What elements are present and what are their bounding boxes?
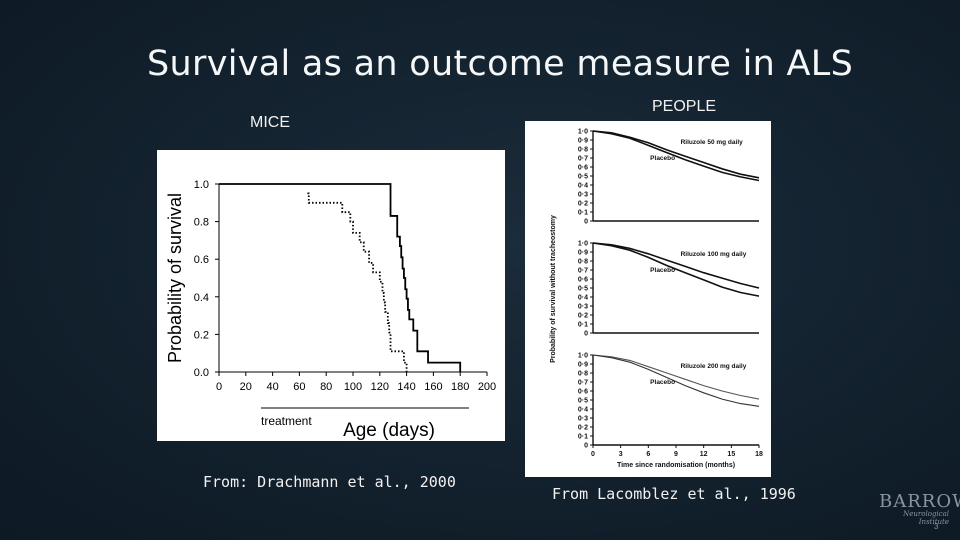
x-tick-label: 3 (619, 451, 623, 458)
series-label: Placebo (650, 155, 675, 162)
y-tick-label: 0.2 (194, 329, 209, 341)
y-axis-label: Probability of survival (165, 193, 185, 363)
y-tick-label: 0·1 (578, 434, 588, 441)
y-tick-label: 0·5 (578, 174, 588, 181)
x-tick-label: 140 (397, 381, 415, 393)
x-tick-label: 20 (240, 381, 252, 393)
y-tick-label: 0·5 (578, 286, 588, 293)
people-source-caption: From Lacomblez et al., 1996 (552, 485, 796, 503)
y-tick-label: 0·5 (578, 398, 588, 405)
y-tick-label: 0·7 (578, 380, 588, 387)
y-tick-label: 0·9 (578, 250, 588, 257)
logo-name: BARROW (879, 491, 960, 512)
y-tick-label: 0·2 (578, 425, 588, 432)
y-tick-label: 0·3 (578, 192, 588, 199)
y-tick-label: 1·0 (578, 241, 588, 248)
y-tick-label: 0·4 (578, 407, 588, 414)
series-label: Riluzole 50 mg daily (681, 139, 744, 146)
y-tick-label: 0·7 (578, 156, 588, 163)
treated-survival-curve (219, 183, 462, 372)
series-label: Placebo (650, 267, 675, 274)
y-tick-label: 0·3 (578, 304, 588, 311)
riluzole-curve (592, 242, 760, 289)
barrow-logo: BARROW Neurological Institute (879, 491, 960, 527)
x-tick-label: 0 (216, 381, 222, 393)
y-tick-label: 0 (584, 443, 588, 450)
x-tick-label: 15 (727, 451, 735, 458)
placebo-curve (592, 354, 760, 407)
y-tick-label: 0·2 (578, 201, 588, 208)
y-tick-label: 0·9 (578, 138, 588, 145)
y-tick-label: 0 (584, 219, 588, 226)
mice-survival-chart: 0.0 0.2 0.4 0.6 0.8 1.0 0 20 40 60 80 100 120 140 160 1… (165, 179, 496, 441)
y-tick-label: 0·1 (578, 322, 588, 329)
y-tick-label: 0·7 (578, 268, 588, 275)
series-label: Placebo (650, 379, 675, 386)
y-tick-label: 0.8 (194, 217, 209, 229)
y-axis-label: Probability of survival without tracheos… (550, 215, 557, 363)
x-tick-label: 12 (700, 451, 708, 458)
y-tick-label: 0·8 (578, 147, 588, 154)
x-tick-label: 0 (591, 451, 595, 458)
y-tick-label: 0.0 (194, 367, 209, 379)
riluzole-curve (592, 354, 760, 400)
y-tick-label: 0.6 (194, 254, 209, 266)
x-tick-label: 40 (266, 381, 278, 393)
y-tick-label: 1·0 (578, 353, 588, 360)
y-tick-label: 0·6 (578, 389, 588, 396)
placebo-curve (592, 242, 760, 297)
x-tick-label: 9 (674, 451, 678, 458)
x-tick-label: 180 (451, 381, 469, 393)
x-tick-label: 6 (646, 451, 650, 458)
mice-label: MICE (250, 114, 290, 131)
treatment-annotation: treatment (261, 414, 312, 428)
x-axis-label: Time since randomisation (months) (617, 462, 735, 469)
untreated-survival-curve (307, 192, 408, 372)
people-chart-panel: 0 0·1 0·2 0·3 0·4 0·5 0·6 0·7 0·8 0·9 1·0 Riluzole … (525, 121, 771, 477)
x-tick-label: 100 (344, 381, 362, 393)
logo-subtitle: Neurological Institute (903, 510, 949, 526)
y-tick-label: 0·4 (578, 183, 588, 190)
y-tick-label: 0·1 (578, 210, 588, 217)
series-label: Riluzole 200 mg daily (681, 363, 747, 370)
x-tick-label: 80 (320, 381, 332, 393)
y-tick-label: 1·0 (578, 129, 588, 136)
x-tick-label: 200 (478, 381, 496, 393)
x-tick-label: 18 (755, 451, 763, 458)
y-tick-label: 0.4 (194, 292, 209, 304)
x-tick-label: 60 (293, 381, 305, 393)
y-tick-label: 0·6 (578, 165, 588, 172)
series-label: Riluzole 100 mg daily (681, 251, 747, 258)
y-tick-label: 0·4 (578, 295, 588, 302)
people-survival-chart: 0 0·1 0·2 0·3 0·4 0·5 0·6 0·7 0·8 0·9 1·0 Riluzole … (550, 129, 763, 469)
y-tick-label: 0·3 (578, 416, 588, 423)
x-axis-label: Age (days) (343, 420, 435, 441)
y-tick-label: 0·6 (578, 277, 588, 284)
y-tick-label: 0·9 (578, 362, 588, 369)
slide-title: Survival as an outcome measure in ALS (147, 44, 854, 84)
y-tick-label: 0·8 (578, 259, 588, 266)
x-tick-label: 160 (424, 381, 442, 393)
y-tick-label: 0·8 (578, 371, 588, 378)
y-tick-label: 1.0 (194, 179, 209, 191)
mice-source-caption: From: Drachmann et al., 2000 (203, 473, 456, 491)
placebo-curve (592, 130, 760, 182)
people-label: PEOPLE (652, 98, 717, 115)
y-tick-label: 0 (584, 331, 588, 338)
y-tick-label: 0·2 (578, 313, 588, 320)
mice-chart-panel: 0.0 0.2 0.4 0.6 0.8 1.0 0 20 40 60 80 100 120 140 160 1… (157, 150, 505, 441)
page-number: 3 (934, 522, 939, 531)
riluzole-curve (592, 130, 760, 179)
x-tick-label: 120 (371, 381, 389, 393)
